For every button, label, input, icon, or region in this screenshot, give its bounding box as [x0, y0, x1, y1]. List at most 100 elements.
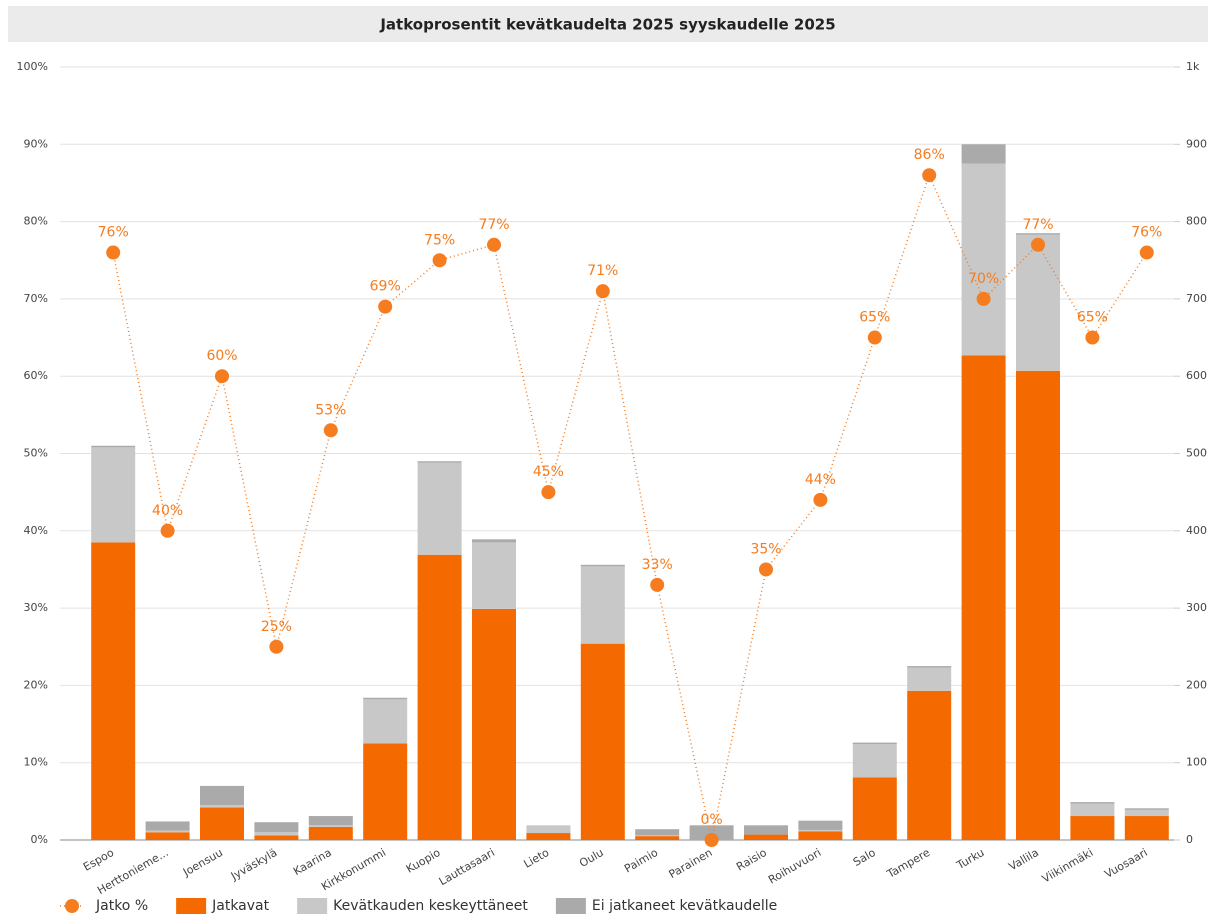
point [922, 168, 937, 183]
bar-segment [200, 807, 244, 840]
y2-tick-label: 400 [1186, 524, 1207, 537]
bar-segment [907, 667, 952, 691]
data-label: 76% [1131, 225, 1162, 241]
point [323, 423, 338, 438]
y2-tick-label: 500 [1186, 447, 1207, 460]
bar-segment [744, 834, 788, 840]
point [1085, 330, 1100, 345]
data-label: 0% [700, 812, 722, 828]
bar-segment [363, 699, 408, 744]
bar-segment [852, 744, 897, 778]
legend-label: Jatkavat [211, 898, 270, 914]
bar-segment [417, 554, 462, 840]
bar-segment [145, 830, 190, 833]
bar-segment [91, 445, 136, 448]
bar-segment [852, 742, 897, 745]
point [487, 237, 501, 252]
data-label: 71% [587, 263, 618, 279]
bar-segment [635, 829, 680, 836]
y-tick-label: 10% [24, 756, 48, 769]
legend-marker [65, 899, 79, 913]
bar-segment [308, 825, 353, 827]
bar-segment [254, 832, 299, 836]
x-tick-label: Lauttasaari [437, 846, 497, 888]
x-tick-label: Joensuu [180, 846, 225, 879]
bar-segment [798, 831, 843, 840]
y-tick-label: 0% [31, 833, 48, 846]
x-tick-label: Vuosaari [1102, 846, 1149, 881]
point [432, 253, 447, 268]
bar-segment [961, 163, 1006, 356]
data-label: 76% [98, 225, 129, 241]
legend-label: Ei jatkaneet kevätkaudelle [592, 898, 777, 914]
chart-title: Jatkoprosentit kevätkaudelta 2025 syyska… [379, 16, 835, 34]
bar-segment [1016, 234, 1060, 371]
y-tick-label: 40% [24, 524, 48, 537]
y2-tick-label: 800 [1186, 215, 1207, 228]
data-label: 40% [152, 503, 183, 519]
x-tick-label: Tampere [884, 846, 932, 881]
x-tick-label: Paimio [622, 846, 660, 876]
bar-segment [798, 829, 843, 832]
bar-segment [1124, 809, 1169, 817]
x-tick-label: Parainen [667, 846, 715, 881]
bar-segment [1070, 803, 1115, 817]
legend-label: Kevätkauden keskeyttäneet [333, 898, 528, 914]
x-tick-label: Espoo [81, 846, 116, 874]
bar-segment [363, 697, 408, 700]
bar-segment [1016, 233, 1060, 235]
y2-tick-label: 900 [1186, 137, 1207, 150]
legend-label: Jatko % [95, 898, 148, 914]
bar-segment [91, 542, 136, 840]
bar-segment [254, 835, 299, 840]
x-tick-label: Jyväskylä [228, 846, 280, 883]
point [704, 833, 719, 847]
x-tick-label: Roihuvuori [766, 846, 823, 887]
point [595, 284, 610, 299]
data-label: 33% [642, 557, 673, 573]
bar-segment [1124, 808, 1169, 810]
y-tick-label: 50% [24, 447, 48, 460]
bar-segment [580, 566, 625, 644]
x-tick-label: Kaarina [291, 846, 334, 878]
x-tick-label: Raisio [734, 846, 769, 874]
point [378, 299, 393, 314]
data-label: 35% [750, 541, 781, 557]
bar-segment [200, 785, 244, 806]
x-tick-label: Viikinmäki [1040, 846, 1096, 886]
bar-segment [961, 355, 1006, 840]
bar-segment [689, 825, 734, 840]
x-tick-label: Kuopio [404, 846, 443, 876]
data-label: 53% [315, 402, 346, 418]
bar-segment [635, 835, 680, 837]
y-tick-label: 80% [24, 215, 48, 228]
y2-tick-label: 600 [1186, 369, 1207, 382]
bar-segment [526, 825, 571, 834]
bar-segment [472, 542, 516, 609]
point [160, 523, 175, 538]
data-label: 60% [206, 348, 237, 364]
data-label: 69% [370, 279, 401, 295]
legend-swatch [555, 898, 586, 914]
legend-swatch [176, 898, 207, 914]
x-tick-label: Lieto [522, 846, 552, 871]
bar-segment [907, 690, 952, 840]
data-label: 77% [478, 217, 509, 233]
y-tick-label: 70% [24, 292, 48, 305]
x-tick-label: Vallila [1006, 846, 1041, 873]
bar-segment [580, 564, 625, 567]
point [215, 369, 229, 384]
legend-swatch [297, 898, 328, 914]
point [1139, 245, 1154, 260]
bar-segment [1016, 370, 1060, 840]
bar-segment [417, 462, 462, 555]
bar-segment [907, 666, 952, 668]
bar-segment [363, 743, 408, 840]
point [813, 492, 828, 507]
bar-segment [1070, 802, 1115, 804]
point [106, 245, 121, 260]
bar-segment [145, 821, 190, 831]
bar-segment [798, 820, 843, 830]
x-tick-label: Turku [954, 846, 987, 873]
